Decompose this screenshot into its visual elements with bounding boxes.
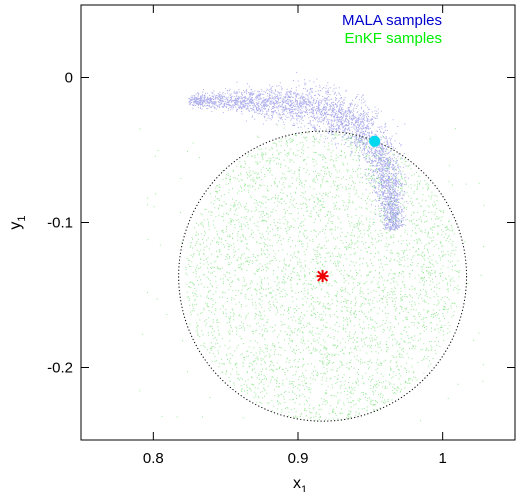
y-tick-label: 0 [65,70,73,87]
y-tick-label: -0.1 [47,215,73,232]
mala-samples [188,71,409,231]
reference-circle-group [178,130,468,422]
legend-label-enkf: EnKF samples [344,30,442,47]
x-tick-label: 0.8 [143,450,164,467]
markers-group [316,135,381,283]
y-axis-label: y1 [7,215,28,229]
reference-circle [178,130,468,422]
legend-label-mala: MALA samples [342,12,442,29]
truth-point-marker [369,135,381,147]
x-tick-label: 0.9 [288,450,309,467]
sample-points [139,71,485,422]
x-tick-label: 1 [438,450,446,467]
enkf-samples [139,124,485,422]
axes: 0.8 0.9 1 0 -0.1 -0.2 x1 y1 [7,4,516,492]
mean-asterisk-marker [316,270,329,283]
plot-frame [80,4,516,441]
y-tick-label: -0.2 [47,360,73,377]
x-axis-label: x1 [293,475,307,492]
